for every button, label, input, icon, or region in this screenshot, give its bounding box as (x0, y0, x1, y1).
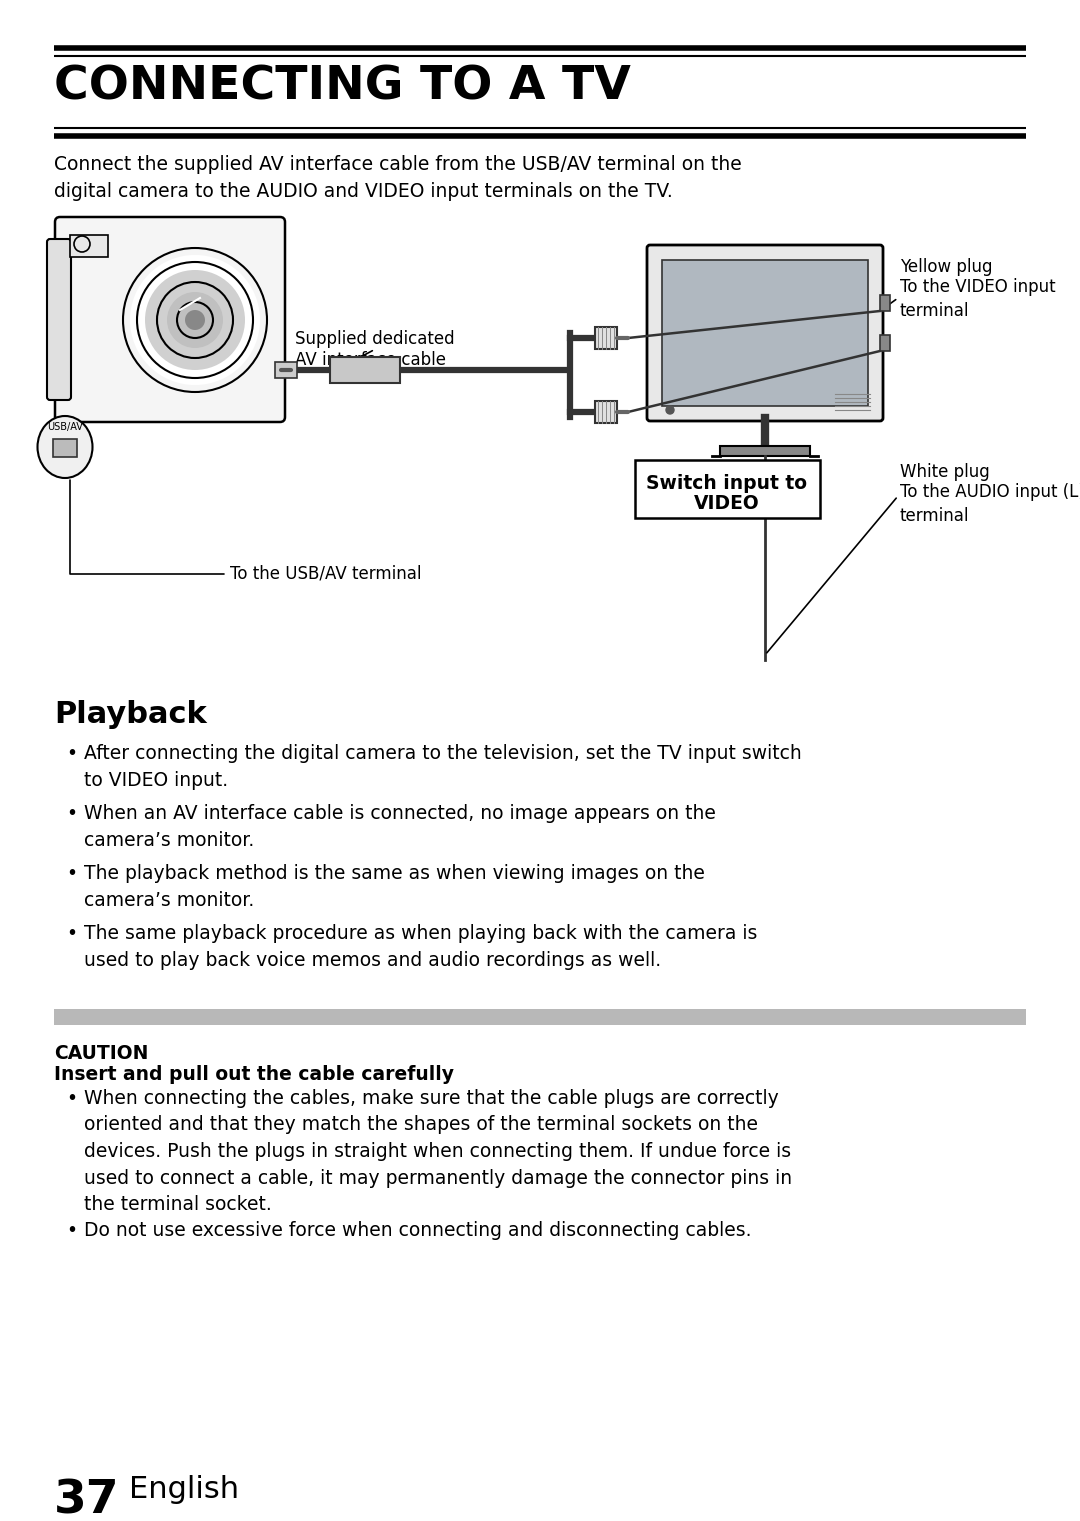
Text: The playback method is the same as when viewing images on the
camera’s monitor.: The playback method is the same as when … (84, 864, 705, 910)
Text: Playback: Playback (54, 700, 206, 729)
Bar (330, 357, 400, 383)
Text: Do not use excessive force when connecting and disconnecting cables.: Do not use excessive force when connecti… (84, 1221, 752, 1240)
Ellipse shape (38, 417, 93, 478)
Text: To the USB/AV terminal: To the USB/AV terminal (70, 479, 421, 583)
Circle shape (145, 271, 245, 370)
Bar (880, 295, 890, 310)
Text: Yellow plug: Yellow plug (900, 259, 993, 275)
Text: •: • (66, 864, 77, 884)
Bar (595, 402, 617, 423)
Text: White plug: White plug (900, 462, 989, 481)
Text: To the AUDIO input (L)
terminal: To the AUDIO input (L) terminal (900, 484, 1080, 525)
Bar (53, 440, 77, 456)
Circle shape (666, 406, 674, 414)
Text: 37: 37 (54, 1478, 120, 1521)
Text: After connecting the digital camera to the television, set the TV input switch
t: After connecting the digital camera to t… (84, 744, 801, 789)
Text: Insert and pull out the cable carefully: Insert and pull out the cable carefully (54, 1065, 454, 1084)
Text: To the VIDEO input
terminal: To the VIDEO input terminal (900, 278, 1055, 319)
Text: Connect the supplied AV interface cable from the USB/AV terminal on the
digital : Connect the supplied AV interface cable … (54, 155, 742, 201)
Bar (595, 327, 617, 348)
Text: •: • (66, 805, 77, 823)
Text: •: • (66, 1221, 77, 1240)
Text: Supplied dedicated
AV interface cable: Supplied dedicated AV interface cable (295, 330, 455, 368)
Text: •: • (66, 744, 77, 764)
Text: When connecting the cables, make sure that the cable plugs are correctly
oriente: When connecting the cables, make sure th… (84, 1089, 792, 1214)
Text: •: • (66, 923, 77, 943)
Circle shape (130, 256, 260, 385)
Text: The same playback procedure as when playing back with the camera is
used to play: The same playback procedure as when play… (84, 923, 757, 969)
Bar (662, 260, 868, 406)
Text: USB/AV: USB/AV (48, 421, 83, 432)
FancyBboxPatch shape (647, 245, 883, 421)
Text: CAUTION: CAUTION (54, 1043, 148, 1063)
Bar (70, 236, 108, 257)
Bar (880, 335, 890, 351)
FancyBboxPatch shape (55, 218, 285, 421)
Bar (720, 446, 810, 456)
Bar (635, 459, 820, 519)
Text: VIDEO: VIDEO (694, 494, 760, 513)
Bar (275, 362, 297, 379)
Bar (54, 1008, 1026, 1025)
Text: When an AV interface cable is connected, no image appears on the
camera’s monito: When an AV interface cable is connected,… (84, 805, 716, 850)
Text: CONNECTING TO A TV: CONNECTING TO A TV (54, 65, 631, 110)
Text: English: English (129, 1475, 239, 1504)
Circle shape (185, 310, 205, 330)
Text: •: • (66, 1089, 77, 1107)
Circle shape (167, 292, 222, 348)
FancyBboxPatch shape (48, 239, 71, 400)
Text: Switch input to: Switch input to (647, 475, 808, 493)
